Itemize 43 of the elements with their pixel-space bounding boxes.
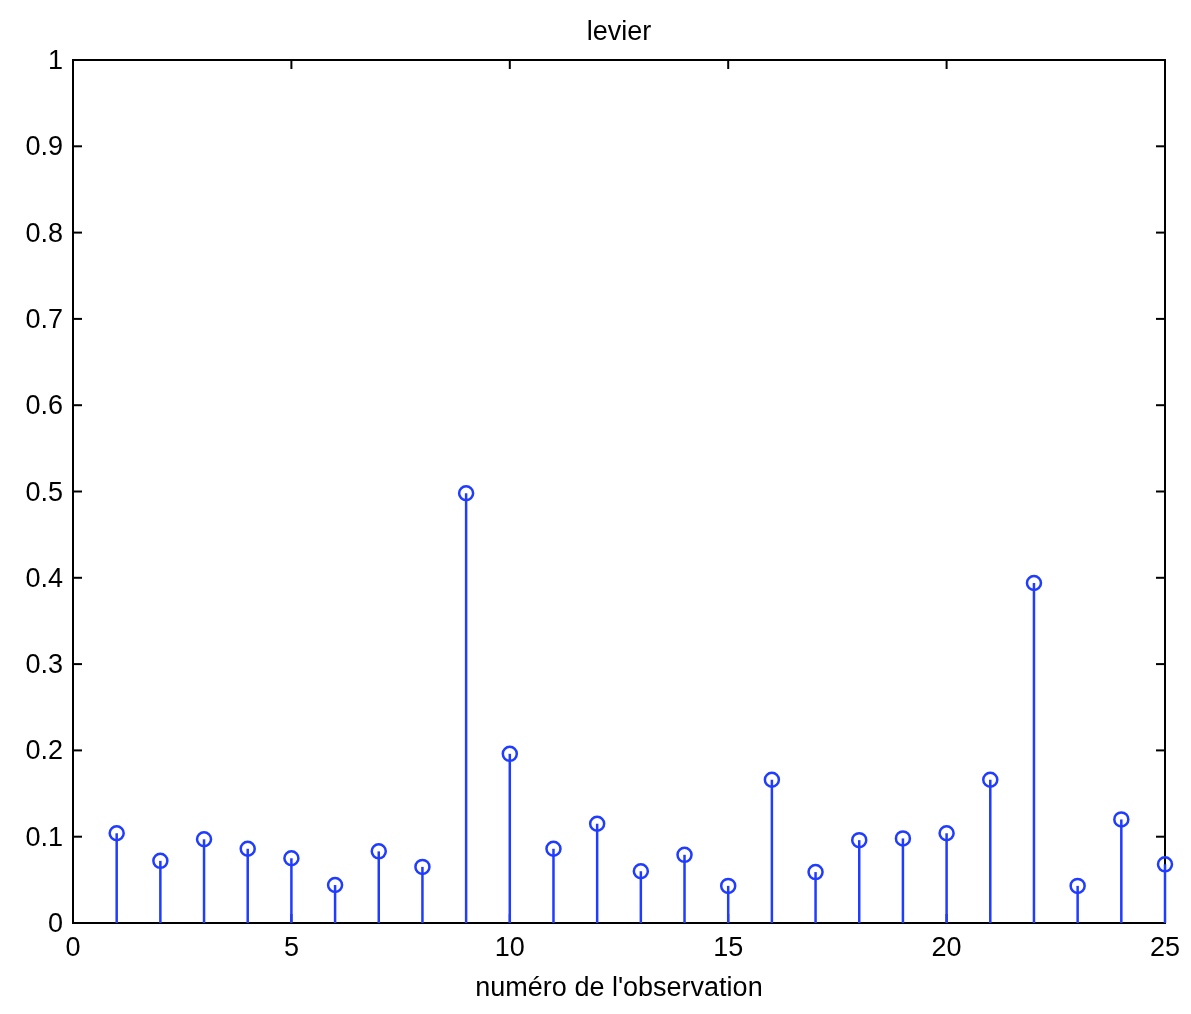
point: [588, 815, 606, 833]
y-tick-label: 0.6: [25, 390, 63, 421]
point: [283, 850, 300, 867]
x-tick-label: 5: [283, 932, 299, 962]
point: [239, 840, 256, 858]
y-tick-label: 0.8: [25, 217, 63, 248]
chart-title: levier: [586, 16, 652, 46]
point: [1113, 811, 1130, 828]
point: [1025, 574, 1043, 592]
y-tick-label: 0.5: [25, 476, 63, 507]
y-tick-label: 0.1: [25, 821, 63, 852]
y-tick-label: 0.3: [25, 649, 63, 680]
point: [545, 840, 562, 858]
point: [152, 852, 169, 870]
point: [982, 771, 999, 788]
point: [938, 825, 955, 842]
point: [719, 877, 737, 895]
point: [850, 831, 868, 849]
point: [501, 745, 519, 763]
x-tick-label: 10: [494, 932, 525, 962]
point: [370, 843, 388, 860]
point: [807, 863, 824, 881]
point: [457, 484, 475, 502]
point: [632, 862, 650, 880]
y-tick-label: 0.4: [25, 562, 63, 593]
point: [1156, 856, 1174, 873]
y-tick-label: 0: [47, 908, 63, 938]
x-tick-label: 25: [1149, 932, 1181, 962]
y-tick-label: 0.7: [25, 303, 63, 334]
y-tick-label: 0.9: [25, 131, 63, 162]
x-tick-label: 20: [931, 932, 962, 962]
x-axis-title: numéro de l'observation: [475, 972, 763, 1002]
y-tick-label: 1: [47, 45, 63, 75]
point: [894, 830, 912, 847]
point: [414, 858, 431, 876]
point: [195, 831, 213, 848]
x-tick-label: 15: [713, 932, 744, 962]
point: [108, 825, 125, 842]
y-tick-label: 0.2: [25, 735, 63, 766]
point: [763, 771, 781, 788]
point: [1069, 877, 1086, 895]
point: [326, 876, 344, 894]
point: [676, 846, 693, 864]
